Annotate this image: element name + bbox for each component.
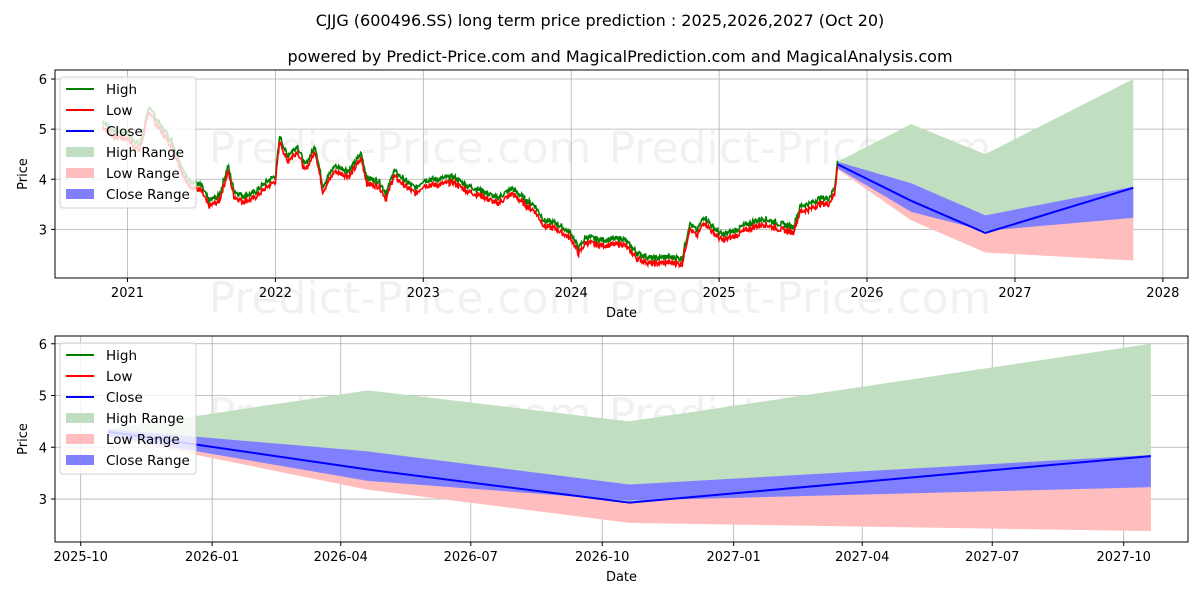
y-axis-label: Price — [16, 158, 31, 190]
legend-label: High — [106, 82, 137, 98]
legend-label: Low Range — [106, 166, 180, 182]
x-tick-label: 2021 — [111, 286, 144, 301]
y-tick-label: 5 — [39, 390, 47, 405]
plot-area — [102, 79, 1134, 269]
legend-label: Low Range — [106, 432, 180, 448]
x-tick-label: 2026-07 — [444, 550, 498, 565]
watermark: Predict-Price.com — [209, 273, 592, 324]
top-plot: Predict-Price.com Predict-Price.com Predic… — [16, 69, 1189, 324]
legend-label: High Range — [106, 145, 184, 161]
legend-label: Close — [106, 390, 143, 406]
y-tick-label: 3 — [39, 223, 47, 238]
x-tick-label: 2027-07 — [965, 550, 1019, 565]
close-range-band — [107, 429, 1151, 501]
legend-swatch-patch — [66, 189, 94, 199]
low-range-band — [837, 164, 1134, 261]
x-tick-label: 2022 — [259, 286, 292, 301]
y-tick-label: 3 — [39, 493, 47, 508]
y-axis-label: Price — [16, 423, 31, 455]
x-tick-label: 2024 — [555, 286, 588, 301]
plot-frame — [54, 335, 1189, 543]
x-tick-label: 2023 — [407, 286, 440, 301]
legend-label: Close Range — [106, 453, 190, 469]
high-history-line — [102, 105, 839, 264]
x-tick-label: 2025-10 — [54, 550, 108, 565]
x-tick-label: 2027-10 — [1097, 550, 1151, 565]
legend-swatch-patch — [66, 434, 94, 444]
chart-subtitle: powered by Predict-Price.com and Magical… — [287, 47, 952, 66]
legend-swatch-patch — [66, 413, 94, 423]
low-history-line — [102, 111, 839, 269]
legend-swatch-patch — [66, 168, 94, 178]
x-tick-label: 2026 — [850, 286, 883, 301]
plot-frame — [54, 69, 1189, 279]
legend: High Low Close High Range Low Range Close Ran… — [59, 342, 197, 475]
close-range-band — [837, 161, 1134, 231]
plot-area — [107, 343, 1151, 532]
x-tick-label: 2026-01 — [185, 550, 239, 565]
legend-label: High Range — [106, 411, 184, 427]
chart-title: CJJG (600496.SS) long term price predict… — [316, 11, 885, 30]
y-tick-label: 5 — [39, 123, 47, 138]
x-tick-label: 2027-01 — [706, 550, 760, 565]
close-prediction-line — [107, 430, 1151, 504]
x-tick-label: 2026-04 — [314, 550, 368, 565]
legend-label: Close — [106, 124, 143, 140]
y-tick-label: 6 — [39, 73, 47, 88]
legend-label: Low — [106, 369, 133, 385]
bottom-plot: Predict-Price.comPredict-Price.com2025-1… — [16, 335, 1189, 585]
watermark: Predict-Price.com — [609, 273, 992, 324]
x-axis-label: Date — [606, 570, 637, 585]
x-tick-label: 2025 — [703, 286, 736, 301]
low-range-band — [107, 431, 1151, 532]
legend-swatch-patch — [66, 147, 94, 157]
x-tick-label: 2028 — [1146, 286, 1179, 301]
watermark: Predict-Price.com — [209, 123, 592, 174]
legend-swatch-patch — [66, 455, 94, 465]
y-tick-label: 6 — [39, 338, 47, 353]
legend-label: High — [106, 348, 137, 364]
close-prediction-line — [837, 163, 1134, 234]
x-tick-label: 2026-10 — [575, 550, 629, 565]
y-tick-label: 4 — [39, 173, 47, 188]
x-tick-label: 2027 — [998, 286, 1031, 301]
legend: High Low Close High Range Low Range Close Ran… — [59, 76, 197, 209]
legend-label: Low — [106, 103, 133, 119]
legend-label: Close Range — [106, 187, 190, 203]
x-tick-label: 2027-04 — [835, 550, 889, 565]
y-tick-label: 4 — [39, 441, 47, 456]
x-axis-label: Date — [606, 306, 637, 321]
